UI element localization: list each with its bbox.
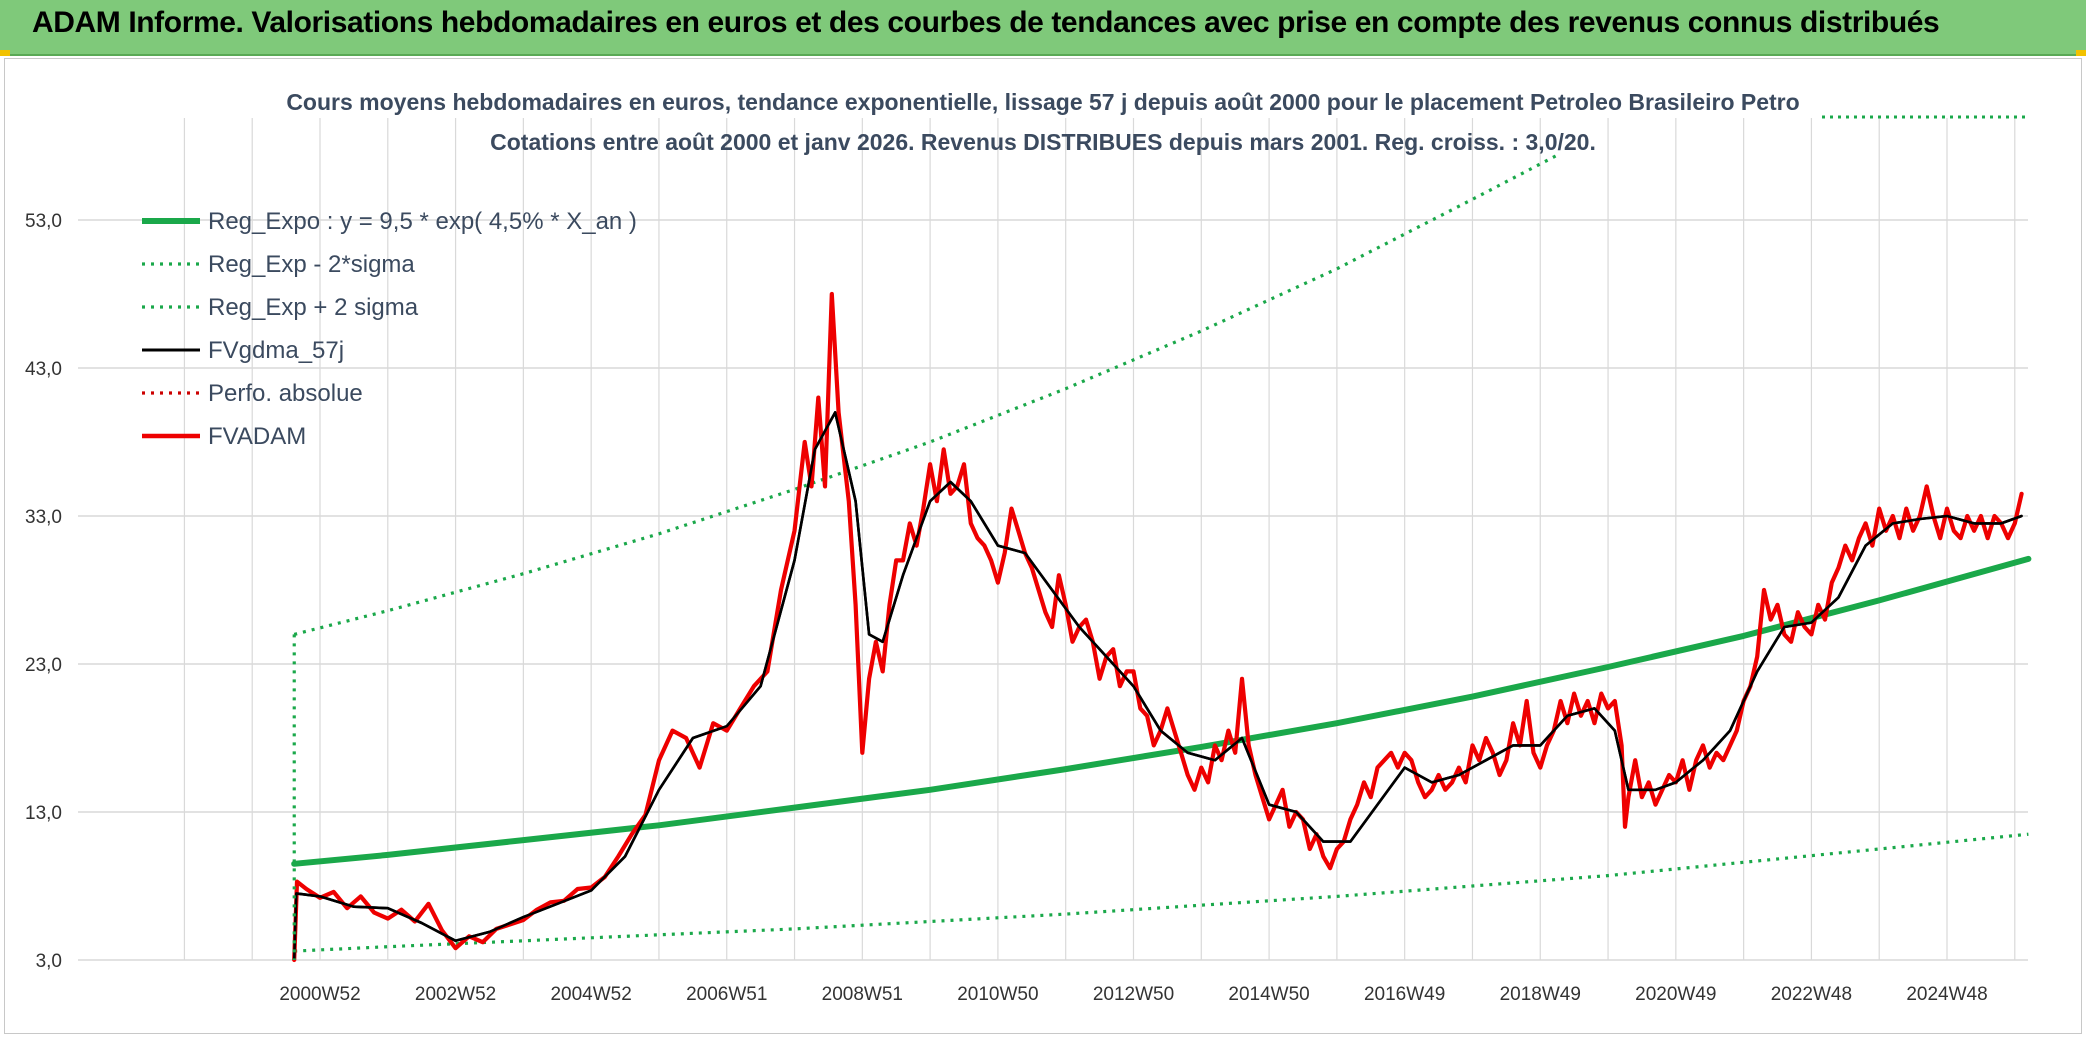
report-title: ADAM Informe. Valorisations hebdomadaire… bbox=[32, 6, 1940, 39]
x-tick-label: 2006W51 bbox=[686, 984, 767, 1005]
legend-label: FVADAM bbox=[208, 423, 306, 450]
banner-corner-right bbox=[2076, 50, 2086, 56]
series-layer bbox=[291, 151, 2032, 963]
chart-title-line2: Cotations entre août 2000 et janv 2026. … bbox=[490, 129, 1596, 155]
x-tick-label: 2008W51 bbox=[822, 984, 903, 1005]
y-tick-label: 53,0 bbox=[25, 211, 62, 232]
y-tick-label: 3,0 bbox=[36, 951, 62, 972]
legend: Reg_Expo : y = 9,5 * exp( 4,5% * X_an ) R… bbox=[142, 208, 637, 450]
chart-title-line1: Cours moyens hebdomadaires en euros, ten… bbox=[286, 89, 1799, 115]
series-line-0 bbox=[291, 555, 2032, 867]
x-tick-label: 2014W50 bbox=[1228, 984, 1309, 1005]
x-tick-label: 2002W52 bbox=[415, 984, 496, 1005]
series-line-2 bbox=[293, 151, 1562, 636]
banner-corner-left bbox=[0, 50, 10, 56]
x-tick-label: 2016W49 bbox=[1364, 984, 1445, 1005]
x-tick-label: 2022W48 bbox=[1771, 984, 1852, 1005]
legend-label: Perfo. absolue bbox=[208, 380, 363, 407]
y-tick-label: 13,0 bbox=[25, 803, 62, 824]
series-line-fvgdma-top bbox=[292, 411, 2023, 961]
grid-layer bbox=[78, 118, 2028, 961]
x-tick-label: 2020W49 bbox=[1635, 984, 1716, 1005]
series-line-3 bbox=[292, 411, 2023, 962]
chart-title-block: Cours moyens hebdomadaires en euros, ten… bbox=[286, 89, 1799, 155]
y-tick-label: 43,0 bbox=[25, 359, 62, 380]
x-tick-label: 2018W49 bbox=[1500, 984, 1581, 1005]
legend-label: Reg_Exp - 2*sigma bbox=[208, 251, 415, 278]
axis-layer: 3,0 13,0 23,0 33,0 43,0 53,0 2000W52 2002W52 200… bbox=[25, 211, 1988, 1005]
x-tick-label: 2024W48 bbox=[1906, 984, 1987, 1005]
x-tick-label: 2000W52 bbox=[279, 984, 360, 1005]
legend-label: Reg_Exp + 2 sigma bbox=[208, 294, 419, 321]
x-tick-label: 2004W52 bbox=[550, 984, 631, 1005]
report-banner: ADAM Informe. Valorisations hebdomadaire… bbox=[0, 0, 2086, 56]
x-tick-label: 2010W50 bbox=[957, 984, 1038, 1005]
x-tick-label: 2012W50 bbox=[1093, 984, 1174, 1005]
series-line-1 bbox=[294, 832, 2029, 953]
y-tick-label: 33,0 bbox=[25, 507, 62, 528]
chart-frame bbox=[4, 58, 2082, 1034]
y-tick-label: 23,0 bbox=[25, 655, 62, 676]
series-line-5 bbox=[292, 291, 2024, 963]
legend-label: FVgdma_57j bbox=[208, 337, 344, 364]
legend-label: Reg_Expo : y = 9,5 * exp( 4,5% * X_an ) bbox=[208, 208, 637, 235]
